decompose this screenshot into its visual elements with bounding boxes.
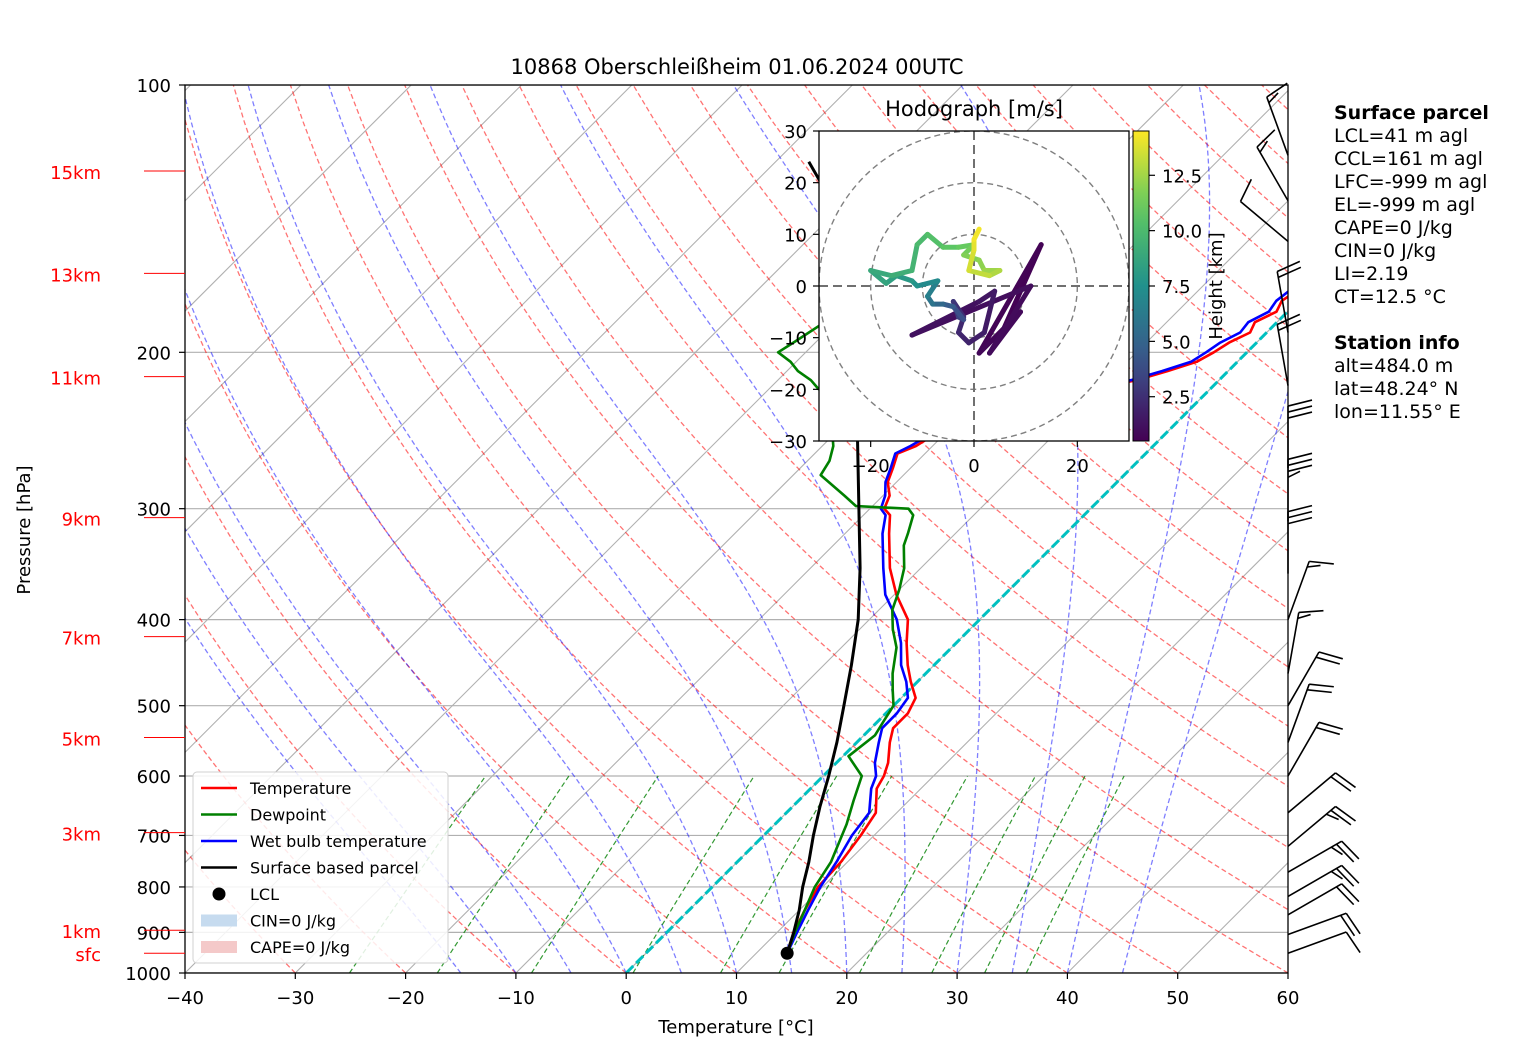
hodograph-y-tick-label: −30 <box>769 432 807 453</box>
height-label: 9km <box>62 510 101 531</box>
station-line: alt=484.0 m <box>1334 355 1489 378</box>
surface-line: LI=2.19 <box>1334 263 1489 286</box>
y-axis-label: Pressure [hPa] <box>14 465 35 594</box>
x-tick-label: 60 <box>1277 988 1300 1009</box>
height-label: 7km <box>62 629 101 650</box>
y-tick-label: 800 <box>137 878 171 899</box>
legend-label: CIN=0 J/kg <box>250 912 336 931</box>
x-tick-label: −20 <box>387 988 425 1009</box>
hodograph-x-tick-label: 0 <box>968 456 979 477</box>
station-info-heading: Station info <box>1334 332 1489 355</box>
hodograph-y-tick-label: 20 <box>784 174 807 195</box>
hodograph: Hodograph [m/s] −20 0 20 30 20 10 0 −10 −20 −30 <box>769 97 1129 477</box>
surface-line: CIN=0 J/kg <box>1334 240 1489 263</box>
mixing-ratio-line <box>985 776 1085 973</box>
surface-line: LCL=41 m agl <box>1334 125 1489 148</box>
hodograph-y-tick-label: −20 <box>769 380 807 401</box>
legend-swatch <box>201 915 237 927</box>
station-line: lat=48.24° N <box>1334 378 1489 401</box>
height-label: sfc <box>75 945 101 966</box>
legend-label: LCL <box>250 885 279 904</box>
y-tick-label: 100 <box>137 76 171 97</box>
y-tick-label: 500 <box>137 697 171 718</box>
surface-parcel-heading: Surface parcel <box>1334 102 1489 125</box>
wind-barb <box>1288 652 1343 706</box>
surface-line: LFC=-999 m agl <box>1334 171 1489 194</box>
mixing-ratio-line <box>437 776 569 973</box>
x-tick-label: −30 <box>276 988 314 1009</box>
wind-barb <box>1288 722 1343 776</box>
colorbar-label: Height [km] <box>1206 232 1227 339</box>
hodograph-y-tick-label: −10 <box>769 329 807 350</box>
wind-barb <box>1288 913 1360 936</box>
colorbar-tick-label: 7.5 <box>1162 277 1191 298</box>
legend-label: Surface based parcel <box>250 859 419 878</box>
legend-label: Temperature <box>249 779 351 798</box>
colorbar-tick-label: 10.0 <box>1162 222 1202 243</box>
legend-swatch <box>213 888 226 901</box>
station-line: lon=11.55° E <box>1334 401 1489 424</box>
y-tick-label: 700 <box>137 826 171 847</box>
legend-label: Dewpoint <box>250 806 326 825</box>
moist-adiabat <box>1123 85 1367 973</box>
x-tick-label: 0 <box>620 988 631 1009</box>
x-axis-label: Temperature [°C] <box>657 1017 813 1038</box>
wind-barb <box>1288 806 1356 846</box>
y-tick-label: 400 <box>137 611 171 632</box>
colorbar-tick-label: 5.0 <box>1162 332 1191 353</box>
x-tick-label: 20 <box>835 988 858 1009</box>
colorbar-tick-label: 2.5 <box>1162 388 1191 409</box>
mixing-ratio-line <box>532 776 659 973</box>
hodograph-title: Hodograph [m/s] <box>885 97 1063 121</box>
height-label: 13km <box>50 265 101 286</box>
wind-barb <box>1288 884 1359 915</box>
height-label: 15km <box>50 163 101 184</box>
x-tick-label: 30 <box>946 988 969 1009</box>
legend-swatch <box>201 941 237 953</box>
wind-barb <box>1288 841 1359 872</box>
x-tick-label: −10 <box>497 988 535 1009</box>
height-label: 11km <box>50 369 101 390</box>
lcl-point <box>781 947 794 960</box>
y-tick-label: 1000 <box>125 964 171 985</box>
legend-label: Wet bulb temperature <box>250 832 427 851</box>
y-tick-label: 200 <box>137 343 171 364</box>
wind-barb <box>1288 773 1356 813</box>
height-label: 5km <box>62 730 101 751</box>
colorbar-gradient <box>1133 131 1149 441</box>
mixing-ratio-line <box>932 776 1036 973</box>
x-tick-label: 10 <box>725 988 748 1009</box>
x-tick-label: 40 <box>1056 988 1079 1009</box>
y-tick-label: 600 <box>137 767 171 788</box>
hodograph-y-tick-label: 10 <box>784 225 807 246</box>
wind-barb <box>1277 314 1301 385</box>
wind-barb <box>1288 611 1323 674</box>
surface-line: CT=12.5 °C <box>1334 286 1489 309</box>
surface-line: CAPE=0 J/kg <box>1334 217 1489 240</box>
chart-title: 10868 Oberschleißheim 01.06.2024 00UTC <box>511 55 964 79</box>
hodograph-x-tick-label: 20 <box>1066 456 1089 477</box>
hodograph-y-tick-label: 0 <box>796 277 807 298</box>
y-tick-label: 900 <box>137 923 171 944</box>
colorbar-tick-label: 12.5 <box>1162 166 1202 187</box>
colorbar: 2.5 5.0 7.5 10.0 12.5 Height [km] <box>1133 131 1227 441</box>
surface-line: EL=-999 m agl <box>1334 194 1489 217</box>
mixing-ratio-line <box>633 776 754 973</box>
hodograph-x-tick-label: −20 <box>852 456 890 477</box>
surface-line: CCL=161 m agl <box>1334 148 1489 171</box>
x-tick-label: 50 <box>1166 988 1189 1009</box>
info-panel: Surface parcel LCL=41 m agl CCL=161 m ag… <box>1334 102 1489 424</box>
legend-label: CAPE=0 J/kg <box>250 938 350 957</box>
x-tick-label: −40 <box>166 988 204 1009</box>
wind-barb <box>1288 932 1360 953</box>
hodograph-y-tick-label: 30 <box>784 122 807 143</box>
wind-barb <box>1288 865 1359 896</box>
chart-legend: Temperature Dewpoint Wet bulb temperature S… <box>193 772 448 963</box>
height-label: 3km <box>62 825 101 846</box>
height-label: 1km <box>62 922 101 943</box>
